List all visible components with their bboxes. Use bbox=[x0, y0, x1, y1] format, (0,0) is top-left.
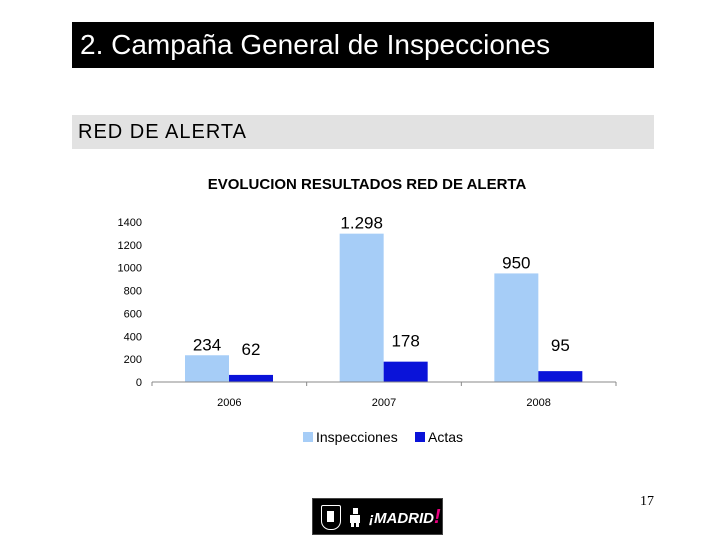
x-tick-label: 2008 bbox=[526, 397, 550, 409]
madrid-logo: ¡MADRID! bbox=[312, 498, 443, 535]
bar-inspecciones bbox=[494, 273, 539, 382]
bar-inspecciones bbox=[185, 355, 229, 382]
section-header: RED DE ALERTA bbox=[72, 115, 654, 149]
bar-actas bbox=[383, 361, 428, 382]
y-tick-label: 800 bbox=[124, 286, 142, 298]
bear-tree-icon bbox=[350, 508, 360, 527]
data-label-actas: 62 bbox=[242, 340, 261, 359]
chart-title: EVOLUCION RESULTADOS RED DE ALERTA bbox=[208, 176, 527, 193]
legend-swatch-inspecciones bbox=[303, 432, 313, 442]
y-tick-label: 600 bbox=[124, 308, 142, 320]
data-label-actas: 178 bbox=[391, 332, 419, 351]
coat-of-arms-icon bbox=[321, 505, 341, 530]
legend-swatch-actas bbox=[415, 432, 425, 442]
data-label-actas: 95 bbox=[551, 336, 570, 355]
y-tick-label: 1400 bbox=[118, 217, 142, 229]
bar-actas bbox=[229, 374, 273, 382]
data-label-inspecciones: 1.298 bbox=[340, 214, 383, 233]
logo-open-exclamation: ¡ bbox=[369, 510, 374, 527]
logo-word: MADRID bbox=[374, 510, 434, 527]
slide-title: 2. Campaña General de Inspecciones bbox=[72, 22, 654, 68]
logo-wordmark: ¡MADRID! bbox=[369, 506, 441, 528]
legend-label-actas: Actas bbox=[428, 429, 463, 445]
y-tick-label: 1000 bbox=[118, 263, 142, 275]
page-number: 17 bbox=[640, 494, 654, 509]
y-tick-label: 0 bbox=[136, 377, 142, 389]
y-tick-label: 1200 bbox=[118, 240, 142, 252]
y-tick-label: 200 bbox=[124, 354, 142, 366]
bar-inspecciones bbox=[339, 233, 384, 382]
data-label-inspecciones: 234 bbox=[193, 335, 221, 354]
data-label-inspecciones: 950 bbox=[502, 253, 530, 272]
x-tick-label: 2006 bbox=[217, 397, 241, 409]
bar-actas bbox=[538, 371, 583, 382]
x-tick-label: 2007 bbox=[372, 397, 396, 409]
y-tick-label: 400 bbox=[124, 331, 142, 343]
legend-label-inspecciones: Inspecciones bbox=[316, 429, 398, 445]
logo-close-exclamation: ! bbox=[434, 506, 441, 528]
